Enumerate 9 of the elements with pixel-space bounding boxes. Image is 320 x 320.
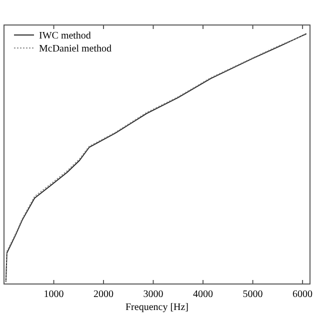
x-tick-label: 1000: [44, 289, 64, 300]
x-axis-title: Frequency [Hz]: [125, 302, 189, 313]
x-tick-label: 4000: [193, 289, 214, 300]
x-tick-label: 3000: [143, 289, 164, 300]
x-tick-label: 2000: [94, 289, 114, 300]
legend-label: IWC method: [39, 30, 91, 42]
legend-label: McDaniel method: [39, 44, 112, 54]
x-tick-label: 6000: [292, 289, 313, 300]
x-tick-label: 5000: [242, 289, 263, 300]
